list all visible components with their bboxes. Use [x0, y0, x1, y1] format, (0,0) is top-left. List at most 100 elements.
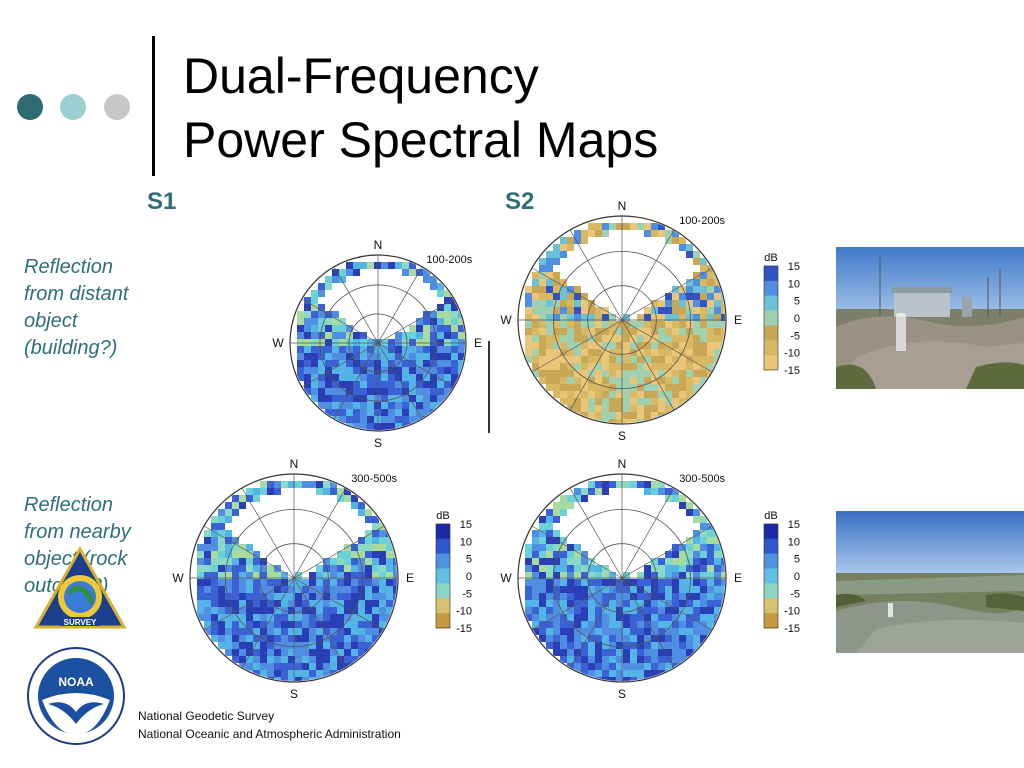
colorbar-unit: dB	[764, 510, 777, 522]
title-line-2: Power Spectral Maps	[183, 112, 659, 168]
photo-building-site	[836, 247, 1024, 389]
footer: National Geodetic Survey National Oceani…	[138, 707, 401, 743]
colorbar-segment	[436, 523, 450, 540]
ngs-logo: SURVEY	[33, 545, 127, 629]
polar-spoke	[569, 487, 623, 579]
title-line-1: Dual-Frequency	[183, 48, 539, 104]
colorbar-edge	[488, 341, 490, 433]
polar-fill	[525, 223, 725, 423]
compass-west-label: W	[500, 571, 512, 585]
colorbar-segment	[436, 613, 450, 629]
polar-spoke	[531, 525, 623, 579]
polar-spoke	[377, 298, 455, 344]
colorbar-segment	[764, 553, 778, 569]
colorbar-unit: dB	[764, 252, 777, 264]
note-top: Reflection from distant object (building…	[24, 254, 174, 362]
polar-spoke	[377, 342, 455, 388]
colorbar-segment	[436, 583, 450, 599]
colorbar-segment	[436, 568, 450, 584]
polar-spoke	[293, 487, 347, 579]
colorbar-tick: -5	[790, 588, 800, 600]
colorbar-segment	[436, 538, 450, 555]
polar-spoke	[333, 266, 379, 344]
polar-spoke	[621, 267, 713, 321]
colorbar-tick: 5	[794, 554, 800, 566]
polar-spoke	[569, 229, 623, 321]
slide-title: Dual-Frequency Power Spectral Maps	[183, 44, 658, 172]
colorbar-tick: 10	[788, 536, 800, 548]
band-label: 100-200s	[426, 254, 472, 266]
colorbar	[763, 265, 779, 371]
colorbar-tick: -5	[790, 330, 800, 342]
polar-spoke	[531, 319, 623, 373]
polar-plot-group	[189, 473, 399, 683]
polar-spoke	[301, 298, 379, 344]
compass-west-label: W	[172, 571, 184, 585]
polar-spoke	[621, 525, 713, 579]
polar-spoke	[569, 577, 623, 669]
polar-spoke	[621, 229, 675, 321]
band-label: 300-500s	[351, 473, 397, 485]
colorbar-unit: dB	[436, 510, 449, 522]
polar-spoke	[203, 525, 295, 579]
compass-north-label: N	[290, 457, 299, 471]
compass-north-label: N	[618, 457, 627, 471]
polar-map-s2-300-500: N S E W 300-500s dB 15 10 5 0 -5 -10 -15	[500, 457, 800, 701]
colorbar-tick: 10	[460, 536, 472, 548]
colorbar-tick: -10	[456, 606, 472, 618]
note-bottom-line: Reflection	[24, 494, 113, 516]
colorbar-tick: 0	[794, 571, 800, 583]
polar-fill	[197, 481, 397, 681]
note-top-line: (building?)	[24, 337, 118, 359]
compass-east-label: E	[406, 571, 414, 585]
compass-south-label: S	[290, 687, 298, 701]
polar-spoke	[293, 525, 385, 579]
colorbar-segment	[764, 568, 778, 584]
polar-spoke	[377, 342, 423, 420]
polar-spoke	[241, 487, 295, 579]
polar-spoke	[621, 487, 675, 579]
footer-line-noaa: National Oceanic and Atmospheric Adminis…	[138, 727, 401, 741]
polar-map-s2-100-200: N S E W 100-200s dB 15 10 5 0 -5 -10 -15	[500, 199, 800, 443]
polar-fill	[297, 262, 465, 430]
polar-spoke	[377, 266, 423, 344]
colorbar-segment	[436, 598, 450, 614]
colorbar-tick: -15	[456, 623, 472, 635]
colorbar-segment	[764, 523, 778, 540]
polar-spoke	[621, 577, 675, 669]
noaa-logo-text: NOAA	[58, 675, 94, 689]
colorbar-segment	[764, 265, 778, 282]
colorbar-segment	[764, 280, 778, 297]
polar-spoke	[531, 577, 623, 631]
polar-spoke	[203, 577, 295, 631]
colorbar-segment	[764, 613, 778, 629]
polar-plot-group	[517, 473, 727, 683]
polar-spoke	[621, 319, 675, 411]
column-label-s1: S1	[147, 188, 177, 215]
colorbar-tick: 15	[788, 519, 800, 531]
polar-spoke	[333, 342, 379, 420]
colorbar-tick: -15	[784, 623, 800, 635]
noaa-logo: NOAA	[27, 647, 125, 745]
decor-dot-dark	[17, 94, 43, 120]
compass-west-label: W	[272, 336, 284, 350]
polar-spoke	[621, 319, 713, 373]
svg-text:SURVEY: SURVEY	[64, 618, 97, 627]
colorbar-segment	[764, 340, 778, 356]
polar-plot-group	[289, 254, 467, 432]
colorbar-tick: 5	[794, 296, 800, 308]
colorbar-segment	[764, 538, 778, 555]
column-label-s2: S2	[505, 188, 535, 215]
compass-east-label: E	[474, 336, 482, 350]
compass-east-label: E	[734, 571, 742, 585]
colorbar	[435, 523, 451, 629]
photo-rock-outcrop	[836, 511, 1024, 653]
compass-north-label: N	[374, 238, 383, 252]
note-top-line: Reflection	[24, 256, 113, 278]
note-bottom-line: from nearby	[24, 521, 131, 543]
compass-south-label: S	[374, 436, 382, 450]
colorbar-tick: 15	[460, 519, 472, 531]
decor-dot-light	[60, 94, 86, 120]
colorbar-segment	[764, 583, 778, 599]
colorbar	[763, 523, 779, 629]
